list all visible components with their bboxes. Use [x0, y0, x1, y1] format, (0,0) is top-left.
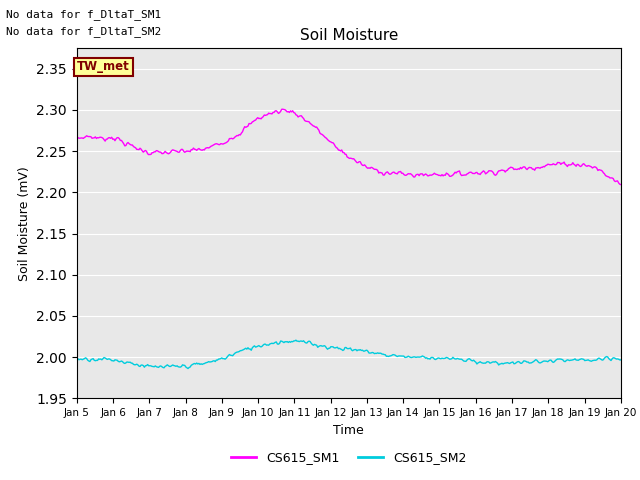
Text: TW_met: TW_met [77, 60, 130, 73]
Text: No data for f_DltaT_SM2: No data for f_DltaT_SM2 [6, 25, 162, 36]
Text: No data for f_DltaT_SM1: No data for f_DltaT_SM1 [6, 9, 162, 20]
Y-axis label: Soil Moisture (mV): Soil Moisture (mV) [18, 166, 31, 281]
X-axis label: Time: Time [333, 424, 364, 437]
Title: Soil Moisture: Soil Moisture [300, 28, 398, 43]
Legend: CS615_SM1, CS615_SM2: CS615_SM1, CS615_SM2 [226, 446, 472, 469]
